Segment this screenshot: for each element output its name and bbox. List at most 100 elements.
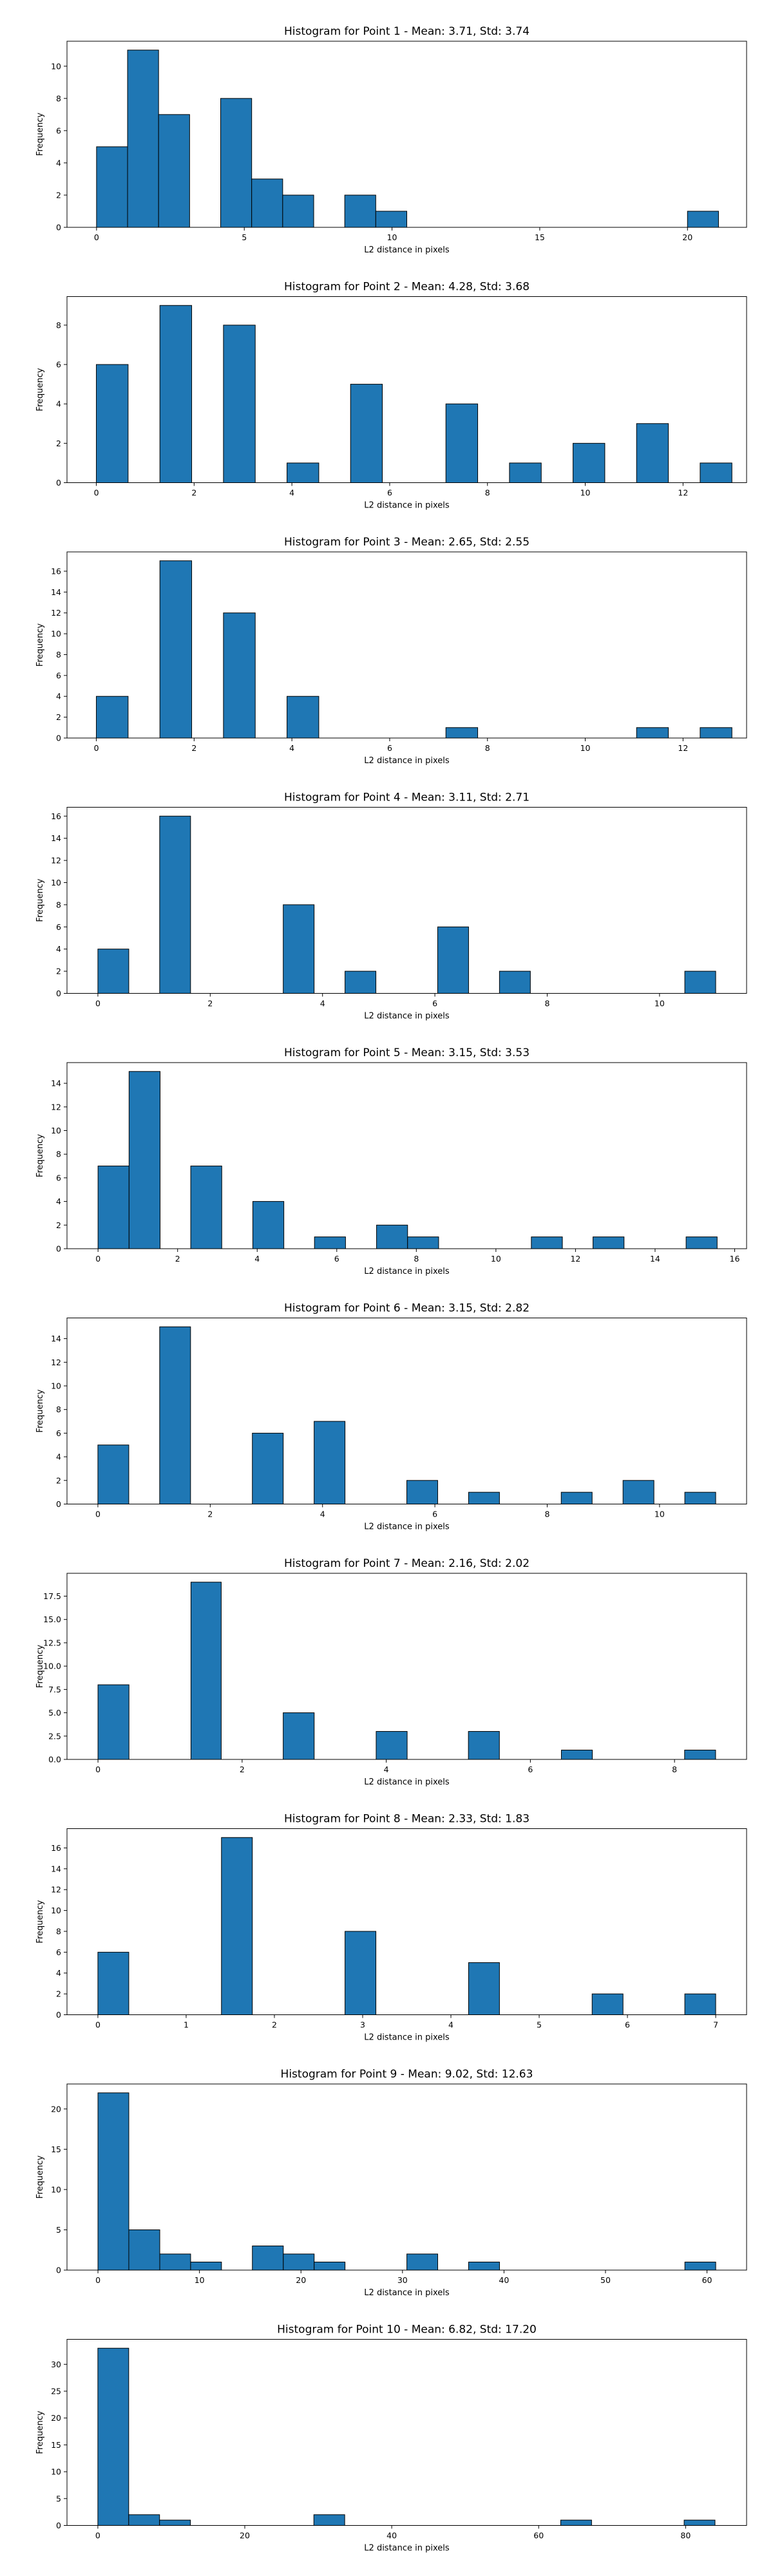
y-tick-label: 6 — [56, 1173, 61, 1182]
chart-title: Histogram for Point 7 - Mean: 2.16, Std:… — [284, 1557, 530, 1570]
y-tick-label: 4 — [56, 158, 61, 167]
x-tick-label: 0 — [94, 488, 99, 498]
y-tick-label: 6 — [56, 126, 61, 135]
histogram-bar — [468, 1492, 500, 1505]
y-tick-label: 10 — [51, 2184, 61, 2194]
y-tick-label: 16 — [51, 811, 61, 821]
x-tick-label: 20 — [296, 2275, 306, 2285]
x-tick-label: 10 — [491, 1254, 501, 1264]
histogram-bar — [684, 1750, 716, 1760]
histogram-bar — [684, 971, 716, 994]
y-axis-label: Frequency — [35, 2410, 45, 2454]
histogram-bar — [97, 1951, 129, 2016]
histogram-bar — [560, 1492, 593, 1505]
y-tick-label: 0 — [56, 1499, 61, 1509]
x-tick-label: 16 — [730, 1254, 740, 1264]
histogram-bar — [700, 462, 732, 483]
y-tick-label: 0.0 — [48, 1755, 61, 1765]
histogram-bar — [158, 114, 190, 228]
y-axis-label: Frequency — [35, 1389, 45, 1432]
x-tick-label: 60 — [533, 2531, 544, 2541]
x-tick-label: 6 — [334, 1254, 339, 1264]
chart-title: Histogram for Point 2 - Mean: 4.28, Std:… — [284, 281, 530, 294]
x-axis-label: L2 distance in pixels — [364, 1522, 450, 1532]
x-tick-label: 4 — [384, 1765, 389, 1774]
x-tick-label: 4 — [289, 743, 294, 753]
y-tick-label: 5 — [56, 2494, 61, 2503]
histogram-bar — [560, 2519, 592, 2526]
y-tick-label: 7.5 — [48, 1685, 61, 1694]
histogram-bar — [96, 364, 129, 483]
histogram-bar — [468, 1962, 500, 2015]
histogram-bar — [499, 971, 531, 994]
histogram-bar — [128, 2229, 160, 2271]
x-tick-label: 6 — [432, 999, 437, 1009]
x-tick-label: 2 — [207, 1510, 213, 1519]
x-axis-label: L2 distance in pixels — [364, 1267, 450, 1276]
histogram-bar — [314, 1421, 346, 1505]
y-tick-label: 4 — [56, 692, 61, 701]
y-tick-label: 2 — [56, 712, 61, 722]
y-tick-label: 6 — [56, 922, 61, 932]
histogram-bar — [96, 146, 128, 228]
histogram-bar — [684, 2261, 716, 2271]
x-tick-label: 8 — [544, 999, 549, 1009]
y-tick-label: 2 — [56, 1475, 61, 1485]
y-tick-label: 14 — [51, 1079, 61, 1088]
histogram-panel-9: Histogram for Point 9 - Mean: 9.02, Std:… — [35, 2068, 747, 2298]
y-tick-label: 12 — [51, 608, 61, 618]
histogram-bar — [159, 1326, 191, 1505]
y-axis-label: Frequency — [35, 1134, 45, 1177]
histogram-bar — [683, 2519, 716, 2526]
histogram-bar — [283, 904, 315, 994]
y-tick-label: 20 — [51, 2413, 61, 2423]
x-tick-label: 4 — [320, 1510, 325, 1519]
y-tick-label: 25 — [51, 2386, 61, 2396]
histogram-bar — [468, 1731, 500, 1760]
x-axis-label: L2 distance in pixels — [364, 1777, 450, 1787]
histogram-panel-3: Histogram for Point 3 - Mean: 2.65, Std:… — [35, 536, 747, 766]
histogram-bar — [221, 1837, 253, 2016]
x-tick-label: 10 — [387, 232, 397, 242]
plot-frame — [66, 551, 747, 739]
x-tick-label: 2 — [175, 1254, 180, 1264]
y-tick-label: 14 — [51, 1334, 61, 1343]
histogram-panel-4: Histogram for Point 4 - Mean: 3.11, Std:… — [35, 791, 747, 1021]
histogram-bar — [287, 696, 320, 739]
y-tick-label: 5 — [56, 2225, 61, 2235]
x-tick-label: 1 — [184, 2020, 189, 2030]
histogram-bar — [97, 949, 129, 994]
histogram-bar — [97, 1166, 129, 1249]
x-tick-label: 6 — [432, 1510, 437, 1519]
histogram-bar — [700, 727, 732, 739]
y-tick-label: 8 — [56, 900, 61, 909]
x-tick-label: 6 — [387, 743, 392, 753]
x-tick-label: 50 — [600, 2275, 611, 2285]
histogram-bar — [159, 2253, 191, 2271]
y-tick-label: 4 — [56, 944, 61, 954]
histogram-bar — [220, 98, 253, 228]
y-tick-label: 10 — [51, 2467, 61, 2477]
y-tick-label: 0 — [56, 2010, 61, 2020]
histogram-bar — [344, 194, 376, 228]
histogram-bar — [251, 178, 283, 228]
chart-title: Histogram for Point 5 - Mean: 3.15, Std:… — [284, 1046, 530, 1059]
y-tick-label: 10 — [51, 61, 61, 71]
x-tick-label: 8 — [544, 1510, 549, 1519]
histogram-panel-7: Histogram for Point 7 - Mean: 2.16, Std:… — [35, 1557, 747, 1787]
histogram-bar — [159, 560, 193, 739]
y-tick-label: 10 — [51, 1906, 61, 1915]
x-tick-label: 4 — [448, 2020, 453, 2030]
x-tick-label: 4 — [289, 488, 294, 498]
histogram-bar — [376, 1224, 408, 1249]
histogram-bar — [684, 1993, 716, 2016]
y-tick-label: 20 — [51, 2104, 61, 2114]
plot-frame — [66, 296, 747, 483]
x-tick-label: 0 — [95, 1510, 100, 1519]
x-tick-label: 15 — [535, 232, 545, 242]
histogram-bar — [282, 194, 314, 228]
y-tick-label: 2 — [56, 439, 61, 448]
histogram-bar — [252, 2245, 284, 2271]
y-tick-label: 4 — [56, 1197, 61, 1206]
